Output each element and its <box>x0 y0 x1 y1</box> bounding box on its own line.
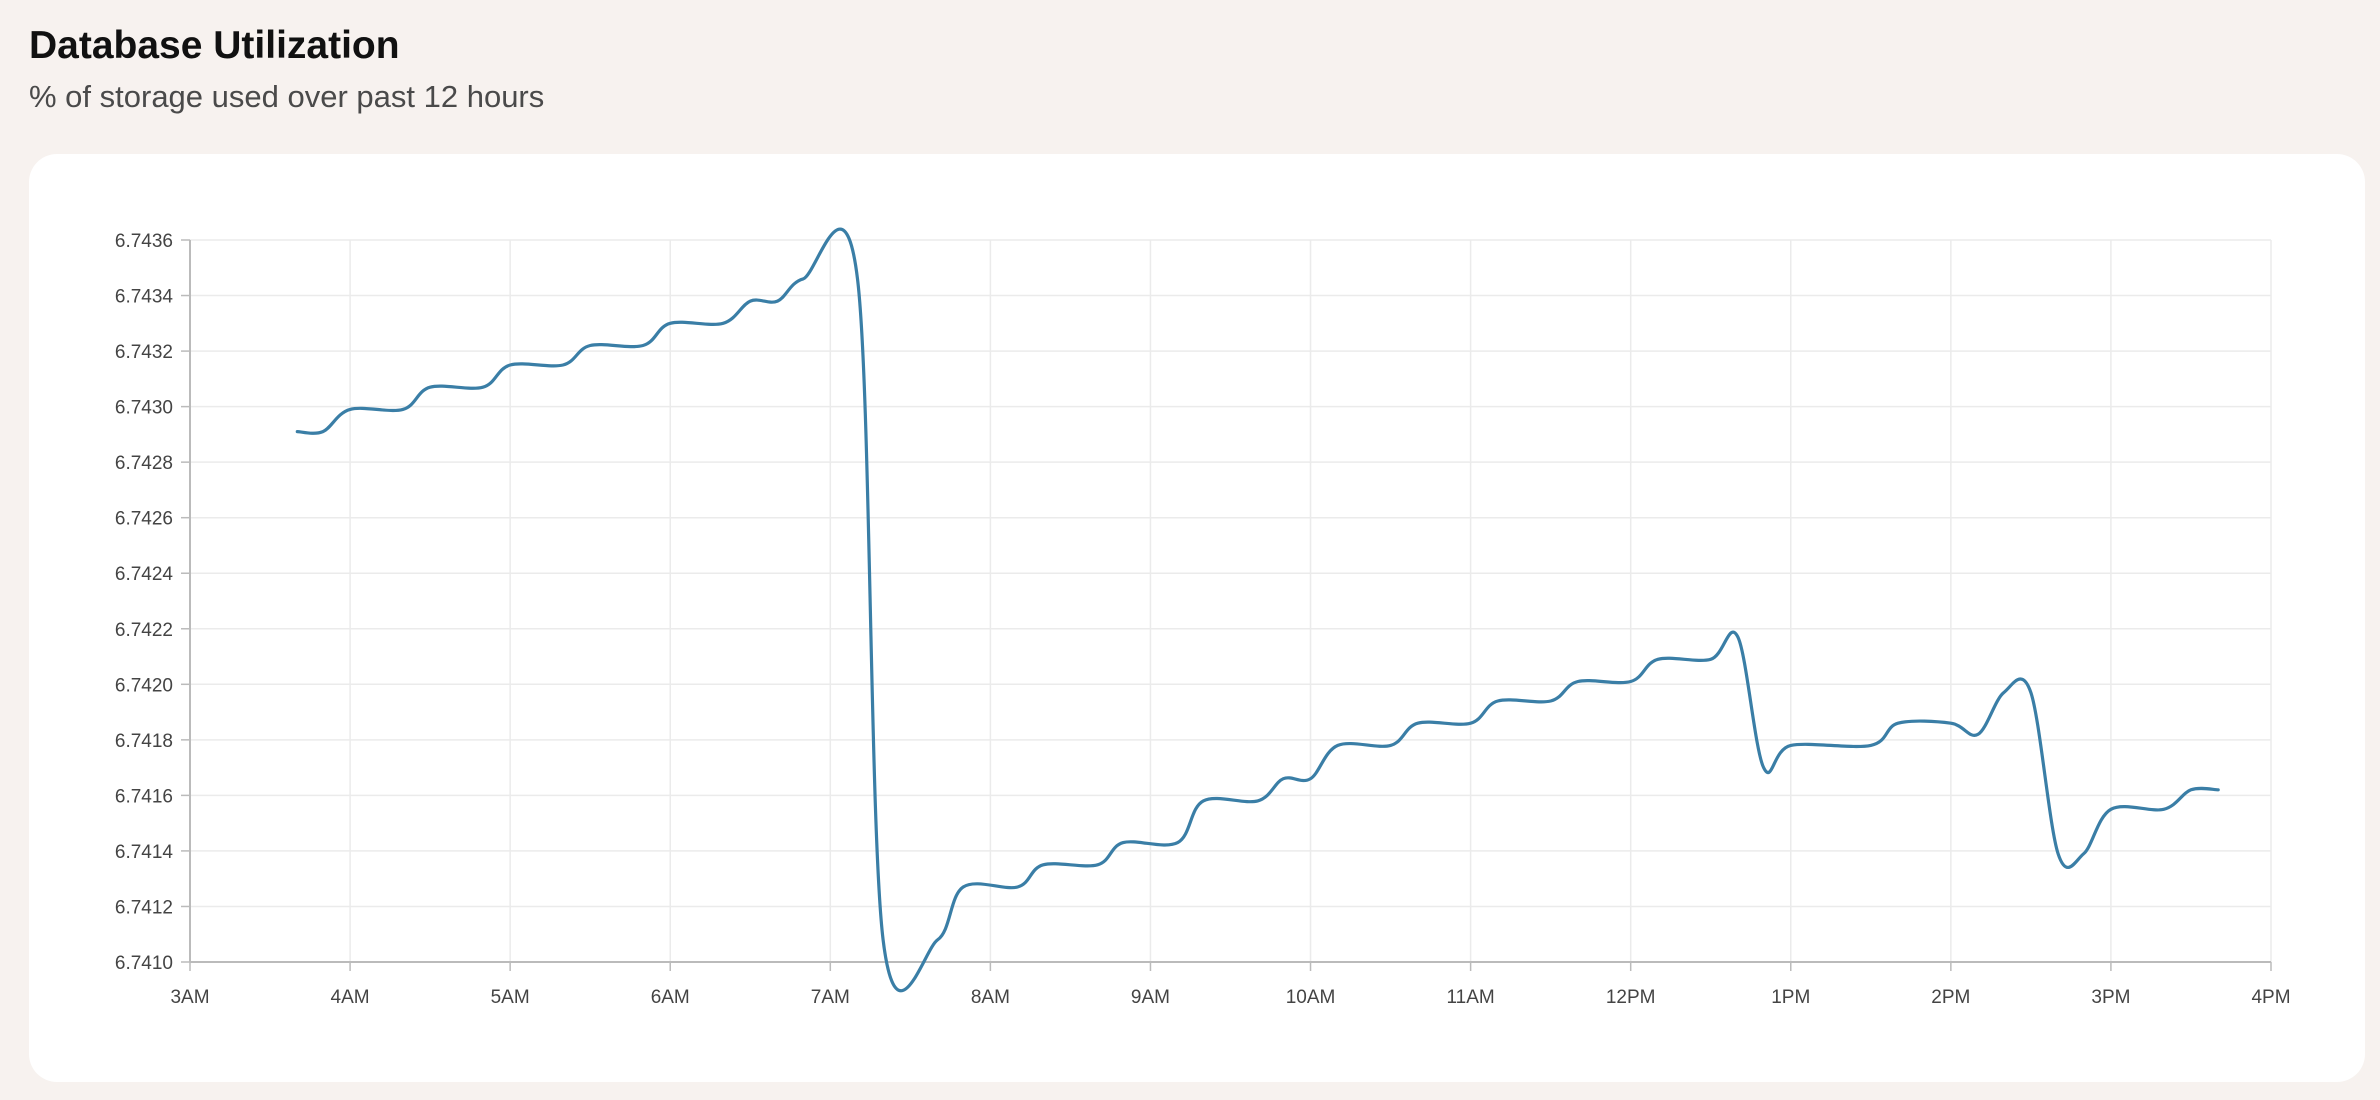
x-tick-label: 6AM <box>651 987 690 1008</box>
x-tick-label: 7AM <box>811 987 850 1008</box>
x-tick-label: 10AM <box>1286 987 1336 1008</box>
y-tick-label: 6.7420 <box>115 675 173 696</box>
x-tick-label: 12PM <box>1606 987 1656 1008</box>
series-line <box>295 227 2220 993</box>
y-tick-label: 6.7432 <box>115 342 173 363</box>
x-tick-label: 2PM <box>1931 987 1970 1008</box>
x-tick-label: 4AM <box>331 987 370 1008</box>
line-chart: 6.7410 6.7412 6.7414 6.7416 6.7418 6.7420 6.74… <box>115 227 2291 1008</box>
y-tick-label: 6.7428 <box>115 453 173 474</box>
y-tick-label: 6.7418 <box>115 731 173 752</box>
x-tick-label: 8AM <box>971 987 1010 1008</box>
x-tick-label: 1PM <box>1771 987 1810 1008</box>
y-tick-label: 6.7424 <box>115 564 174 585</box>
y-tick-label: 6.7412 <box>115 897 173 918</box>
y-tick-label: 6.7410 <box>115 953 173 974</box>
x-tick-label: 3PM <box>2091 987 2130 1008</box>
chart-axes <box>181 239 2272 971</box>
y-tick-label: 6.7422 <box>115 620 173 641</box>
x-tick-label: 3AM <box>170 987 209 1008</box>
chart-grid <box>189 239 2272 963</box>
x-axis-tick-labels: 3AM 4AM 5AM 6AM 7AM 8AM 9AM 10AM 11AM 12PM 1PM 2PM 3… <box>170 987 2290 1008</box>
y-tick-label: 6.7434 <box>115 287 174 308</box>
chart-subtitle: % of storage used over past 12 hours <box>29 79 545 114</box>
y-tick-label: 6.7430 <box>115 398 173 419</box>
chart-card: 6.7410 6.7412 6.7414 6.7416 6.7418 6.7420 6.74… <box>29 154 2365 1082</box>
x-tick-label: 11AM <box>1446 987 1494 1008</box>
y-tick-label: 6.7414 <box>115 842 174 863</box>
x-tick-label: 9AM <box>1131 987 1170 1008</box>
x-tick-label: 5AM <box>491 987 530 1008</box>
chart-title: Database Utilization <box>29 24 400 67</box>
x-tick-label: 4PM <box>2251 987 2290 1008</box>
y-tick-label: 6.7416 <box>115 786 173 807</box>
y-axis-tick-labels: 6.7410 6.7412 6.7414 6.7416 6.7418 6.7420 6.74… <box>115 231 174 974</box>
y-tick-label: 6.7426 <box>115 509 173 530</box>
chart-header: Database Utilization % of storage used o… <box>29 22 544 117</box>
y-tick-label: 6.7436 <box>115 231 173 252</box>
